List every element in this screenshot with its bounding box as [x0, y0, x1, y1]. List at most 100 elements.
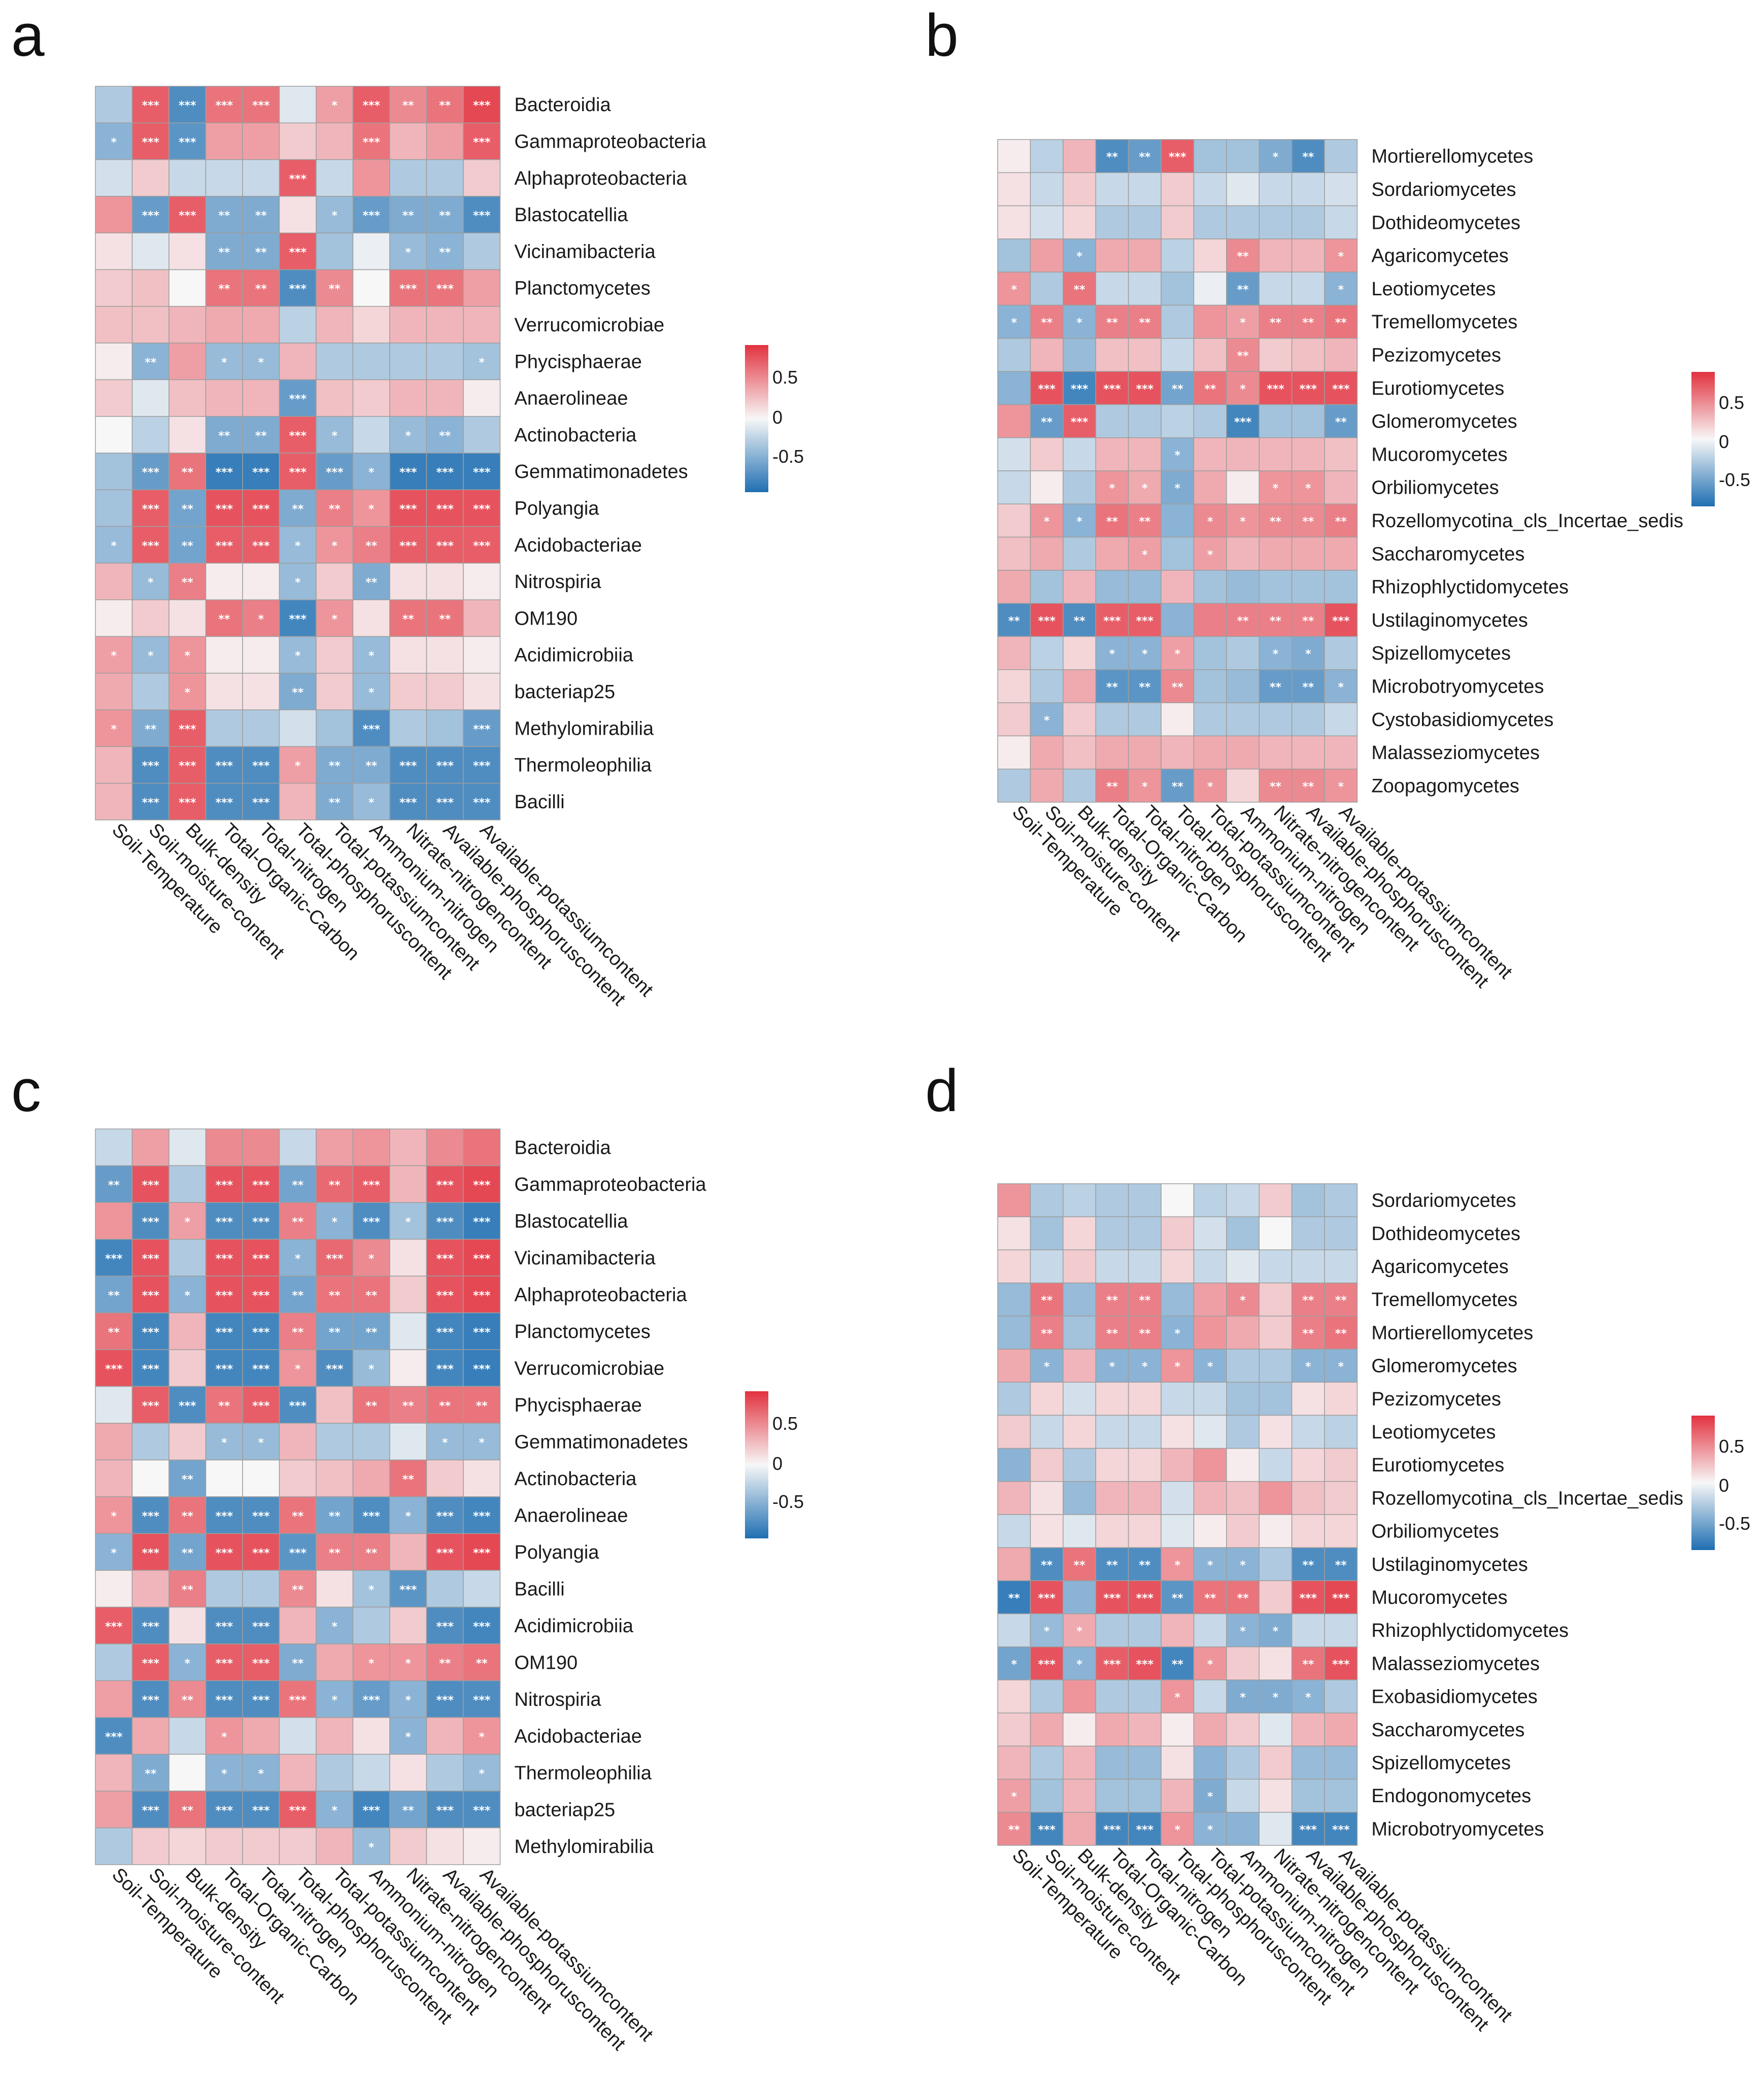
heatmap-cell: [389, 1496, 427, 1534]
legend-c-colorbar: [745, 1391, 768, 1538]
row-label: Thermoleophilia: [515, 1763, 652, 1784]
heatmap-cell: [1226, 1613, 1260, 1647]
significance-label: **: [402, 99, 415, 112]
heatmap-cell: [1324, 1712, 1358, 1747]
significance-label: **: [108, 1289, 120, 1302]
heatmap-cell: [1259, 404, 1293, 438]
significance-label: ***: [1234, 416, 1252, 429]
heatmap-cell: [426, 782, 464, 820]
heatmap-cell: [1193, 304, 1227, 339]
heatmap-cell: [1161, 1183, 1195, 1217]
heatmap-cell: [205, 746, 243, 784]
heatmap-cell: [1259, 768, 1293, 803]
significance-label: **: [1139, 1327, 1151, 1340]
row-label: Gammaproteobacteria: [515, 1174, 707, 1195]
significance-label: ***: [473, 503, 491, 516]
significance-label: **: [145, 723, 157, 736]
significance-label: ***: [1332, 615, 1350, 628]
significance-label: ***: [1038, 383, 1056, 396]
heatmap-cell: [168, 489, 207, 527]
heatmap-cell: [168, 232, 207, 270]
heatmap-cell: [316, 232, 354, 270]
significance-label: ***: [1300, 1824, 1317, 1836]
significance-label: ***: [142, 503, 159, 516]
significance-label: *: [148, 576, 154, 589]
heatmap-cell: [352, 1128, 390, 1166]
heatmap-cell: [205, 782, 243, 820]
heatmap-cell: [1259, 172, 1293, 207]
heatmap-b-legend: 0.5 0 -0.5: [1691, 372, 1750, 506]
row-label: Orbiliomycetes: [1371, 477, 1499, 499]
significance-label: **: [1106, 1559, 1118, 1572]
significance-label: ***: [473, 723, 491, 736]
significance-label: ***: [473, 1804, 491, 1817]
heatmap-cell: [95, 636, 133, 674]
heatmap-cell: [279, 1423, 317, 1461]
significance-label: *: [258, 356, 264, 369]
heatmap-cell: [242, 342, 280, 381]
significance-label: ***: [436, 1253, 454, 1265]
significance-label: ***: [473, 99, 491, 112]
heatmap-cell: [316, 636, 354, 674]
heatmap-cell: [316, 1570, 354, 1608]
significance-label: **: [255, 246, 267, 259]
heatmap-cell: [1226, 404, 1260, 438]
heatmap-cell: [242, 1680, 280, 1718]
heatmap-cell: [1193, 1646, 1227, 1680]
significance-label: **: [1041, 1294, 1053, 1307]
heatmap-cell: [1063, 1216, 1096, 1251]
heatmap-cell: [1193, 271, 1227, 306]
significance-label: **: [439, 1400, 451, 1413]
heatmap-cell: [242, 673, 280, 710]
heatmap-cell: [389, 379, 427, 417]
heatmap-cell: [1259, 1679, 1293, 1713]
heatmap-cell: [1095, 437, 1129, 471]
heatmap-cell: [997, 404, 1031, 438]
significance-label: **: [1041, 1559, 1053, 1572]
heatmap-cell: [1324, 338, 1358, 372]
significance-label: ***: [436, 1621, 454, 1633]
significance-label: ***: [142, 1657, 159, 1670]
heatmap-cell: [95, 453, 133, 491]
heatmap-cell: [131, 782, 169, 820]
heatmap-cell: [1030, 238, 1064, 272]
heatmap-cell: [389, 1827, 427, 1865]
significance-label: **: [1335, 416, 1347, 429]
row-label: Dothideomycetes: [1371, 1223, 1520, 1245]
significance-label: **: [1335, 1294, 1347, 1307]
heatmap-cell: [1259, 570, 1293, 604]
heatmap-cell: [1063, 1514, 1096, 1548]
heatmap-cell: [95, 122, 133, 160]
heatmap-cell: [242, 709, 280, 747]
heatmap-cell: [242, 1717, 280, 1755]
significance-label: **: [1106, 151, 1118, 164]
heatmap-cell: [1161, 1282, 1195, 1317]
heatmap-cell: [997, 503, 1031, 538]
heatmap-cell: [1030, 1415, 1064, 1449]
heatmap-cell: [95, 1349, 133, 1387]
significance-label: *: [1142, 548, 1148, 561]
heatmap-cell: [352, 1276, 390, 1314]
heatmap-cell: [389, 306, 427, 343]
heatmap-cell: [426, 1680, 464, 1718]
heatmap-cell: [389, 1276, 427, 1314]
heatmap-cell: [389, 1386, 427, 1424]
significance-label: *: [1174, 1361, 1180, 1373]
heatmap-cell: [1095, 1646, 1129, 1680]
heatmap-c-cells: ** *** *** *** ** ** *** *** ****** * *** *** ** * ***…: [95, 1128, 501, 1865]
heatmap-cell: [205, 1643, 243, 1681]
heatmap-cell: [389, 1349, 427, 1387]
significance-label: **: [365, 1326, 378, 1339]
heatmap-cell: [1324, 1448, 1358, 1482]
significance-label: *: [442, 1436, 448, 1449]
significance-label: *: [331, 99, 337, 112]
significance-label: ***: [252, 1510, 270, 1523]
significance-label: ***: [215, 1694, 233, 1707]
significance-label: ***: [215, 99, 233, 112]
heatmap-cell: [279, 416, 317, 454]
heatmap-cell: [1095, 338, 1129, 372]
heatmap-cell: [279, 1128, 317, 1166]
row-label: Pezizomycetes: [1371, 1389, 1501, 1410]
heatmap-cell: [1226, 1812, 1260, 1846]
heatmap-cell: [1095, 1712, 1129, 1747]
